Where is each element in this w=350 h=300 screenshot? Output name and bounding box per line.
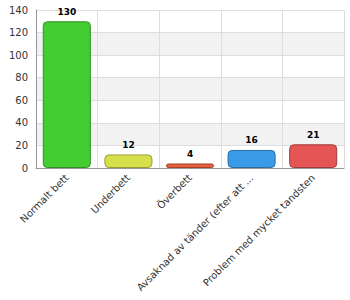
svg-text:4: 4 <box>187 149 193 159</box>
svg-text:16: 16 <box>245 135 258 145</box>
svg-text:12: 12 <box>122 140 135 150</box>
svg-text:Underbett: Underbett <box>89 172 133 216</box>
svg-text:40: 40 <box>15 117 28 128</box>
svg-text:20: 20 <box>15 140 28 151</box>
svg-text:120: 120 <box>9 27 28 38</box>
svg-text:140: 140 <box>9 5 28 16</box>
svg-text:Problem med mycket tandsten: Problem med mycket tandsten <box>201 172 317 288</box>
svg-text:Överbett: Överbett <box>154 171 194 211</box>
svg-text:100: 100 <box>9 50 28 61</box>
svg-text:130: 130 <box>57 7 76 17</box>
svg-text:21: 21 <box>307 130 320 140</box>
svg-text:0: 0 <box>22 163 28 174</box>
svg-text:80: 80 <box>15 72 28 83</box>
svg-text:60: 60 <box>15 95 28 106</box>
svg-text:Normalt bett: Normalt bett <box>18 172 71 225</box>
svg-text:Avsaknad av tänder (efter att: Avsaknad av tänder (efter att ... <box>135 172 256 293</box>
